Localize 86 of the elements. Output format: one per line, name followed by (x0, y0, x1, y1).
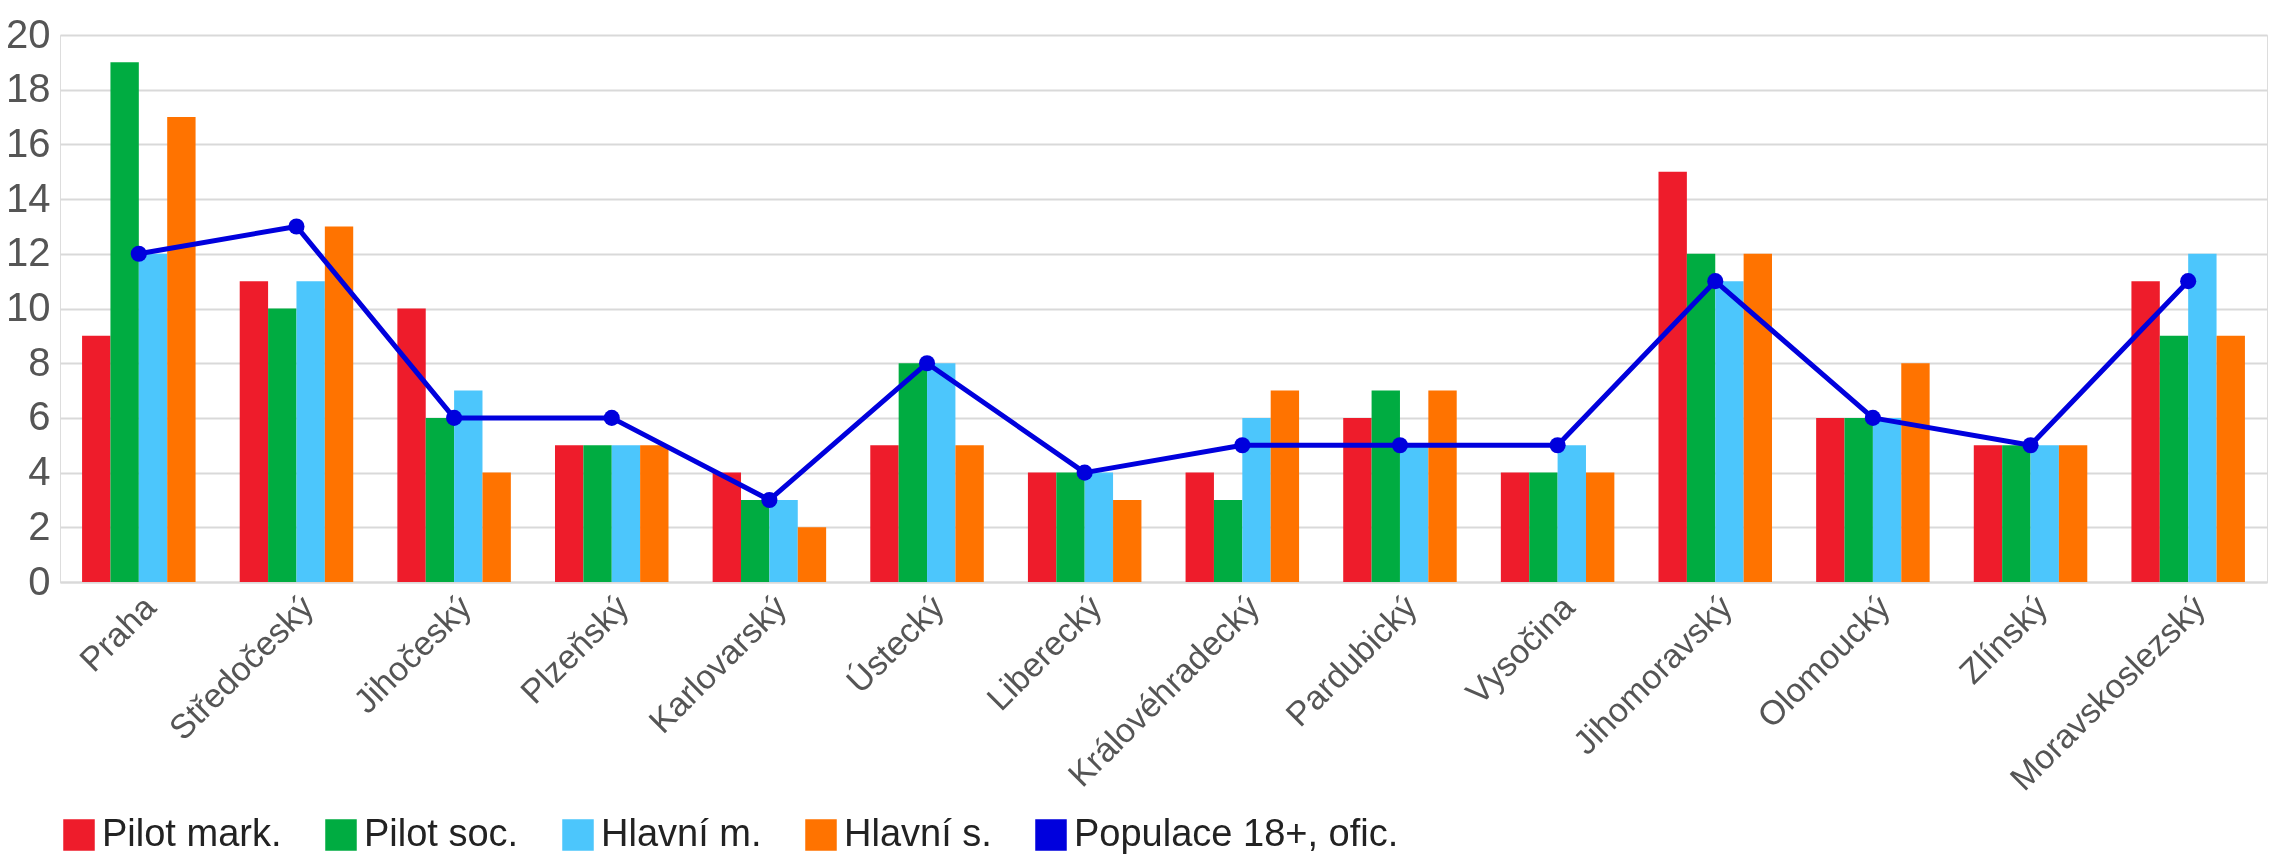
legend-label: Populace 18+, ofic. (1074, 812, 1399, 854)
bar (2188, 253, 2217, 582)
bar (1113, 499, 1142, 582)
bar (611, 445, 641, 582)
bar (1743, 253, 1772, 582)
point (288, 218, 305, 235)
bar (2002, 445, 2031, 582)
point (446, 409, 463, 426)
y-tick-label: 16 (6, 120, 51, 165)
bar (555, 445, 584, 582)
bar (2030, 445, 2059, 582)
bar (2058, 445, 2088, 582)
y-tick-label: 0 (28, 558, 51, 603)
bar (2131, 281, 2160, 582)
point (1234, 437, 1251, 454)
bar (2216, 335, 2245, 582)
bar (110, 62, 139, 582)
bar (1027, 472, 1057, 582)
bar (138, 253, 168, 582)
y-tick-label: 12 (6, 230, 51, 275)
bar (1185, 472, 1214, 582)
bar (1213, 499, 1243, 582)
bar (1084, 472, 1114, 582)
bar (769, 499, 798, 582)
bar (797, 527, 827, 582)
bar (640, 445, 669, 582)
y-tick-label: 10 (6, 285, 51, 329)
legend-label: Hlavní m. (601, 812, 762, 854)
point (1391, 437, 1409, 454)
y-tick-label: 14 (6, 175, 51, 220)
bar (1844, 417, 1873, 582)
bar (324, 226, 354, 582)
bar (454, 390, 483, 582)
y-tick-label: 2 (28, 503, 51, 548)
bar (1686, 253, 1716, 582)
bar (870, 445, 899, 582)
bar (2159, 335, 2189, 582)
y-tick-label: 4 (28, 449, 51, 494)
y-tick-label: 20 (6, 11, 51, 56)
bar (397, 308, 426, 582)
bar (1658, 171, 1687, 582)
bar (955, 445, 984, 582)
bar (1715, 281, 1744, 582)
y-tick-label: 8 (28, 339, 51, 384)
bar (425, 417, 455, 582)
bar (927, 363, 956, 582)
legend-label: Pilot soc. (364, 812, 519, 854)
point (1864, 409, 1881, 426)
bar (1399, 445, 1429, 582)
point (1549, 437, 1566, 454)
bar (1529, 472, 1558, 582)
bar (1500, 472, 1530, 582)
bar (1343, 417, 1372, 582)
point (761, 491, 778, 508)
bar (1585, 472, 1615, 582)
bar (1371, 390, 1400, 582)
point (2180, 273, 2197, 290)
bar (1973, 445, 2003, 582)
bar (1242, 417, 1271, 582)
legend-label: Hlavní s. (844, 812, 992, 854)
bar (1056, 472, 1085, 582)
bar (712, 472, 742, 582)
point (2022, 437, 2039, 454)
point (603, 409, 620, 426)
point (1076, 464, 1093, 481)
bar (583, 445, 612, 582)
bar (1557, 445, 1586, 582)
point (1707, 273, 1724, 290)
legend-label: Pilot mark. (102, 812, 282, 854)
bar (1428, 390, 1457, 582)
bar (482, 472, 511, 582)
bar (82, 335, 111, 582)
bar (741, 499, 770, 582)
bar (239, 281, 269, 582)
bar (1816, 417, 1845, 582)
bar (1872, 417, 1902, 582)
bar (167, 117, 196, 582)
bar (1270, 390, 1300, 582)
point (130, 245, 147, 262)
y-tick-label: 6 (28, 394, 51, 439)
point (918, 355, 936, 372)
bar (898, 363, 928, 582)
bar (1901, 363, 1930, 582)
bar (296, 281, 325, 582)
y-tick-label: 18 (6, 66, 51, 111)
bar (268, 308, 297, 582)
